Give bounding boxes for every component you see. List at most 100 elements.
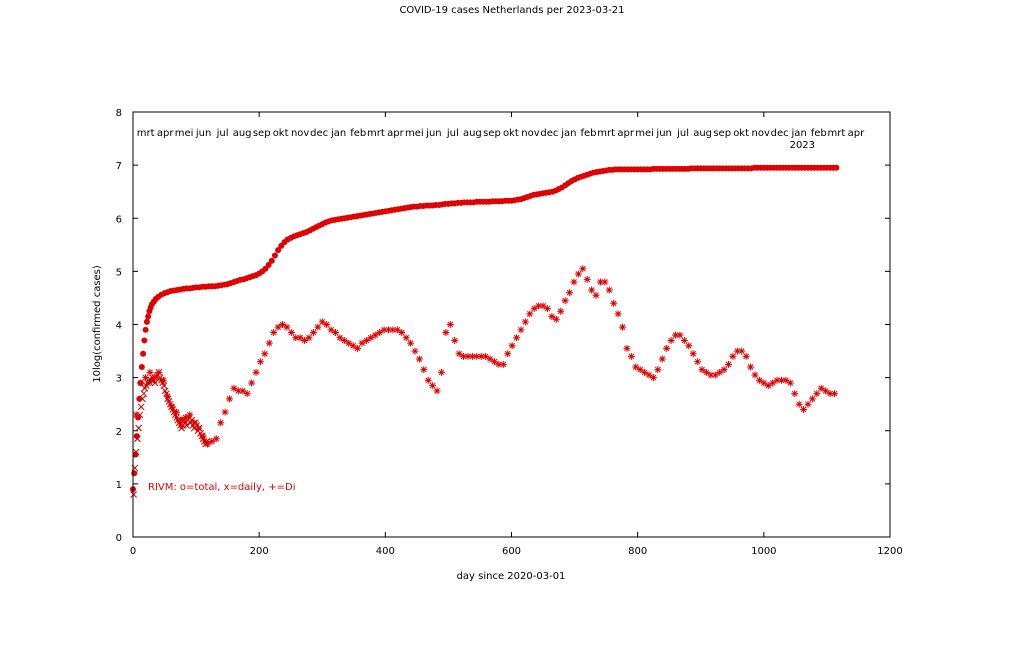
- di-point: [773, 376, 781, 384]
- data-layer: [130, 164, 840, 498]
- di-point: [261, 350, 269, 358]
- di-point: [482, 352, 490, 360]
- di-point: [543, 305, 551, 313]
- di-point: [270, 328, 278, 336]
- di-point: [256, 358, 264, 366]
- di-point: [667, 336, 675, 344]
- di-point: [521, 318, 529, 326]
- di-point: [725, 360, 733, 368]
- di-point: [786, 379, 794, 387]
- di-point: [716, 368, 724, 376]
- di-point: [751, 371, 759, 379]
- di-point: [367, 334, 375, 342]
- di-point: [570, 278, 578, 286]
- daily-point: [139, 395, 146, 403]
- di-point: [477, 352, 485, 360]
- month-label: okt: [503, 128, 519, 139]
- month-label: okt: [733, 128, 749, 139]
- x-tick-label: 800: [628, 546, 647, 557]
- di-point: [619, 323, 627, 331]
- total-point: [143, 318, 150, 325]
- di-point: [627, 352, 635, 360]
- di-point: [694, 358, 702, 366]
- di-point: [574, 270, 582, 278]
- y-tick-label: 0: [116, 533, 122, 544]
- di-point: [336, 334, 344, 342]
- x-axis-label: day since 2020-03-01: [457, 571, 566, 582]
- di-point: [552, 315, 560, 323]
- total-point: [265, 262, 272, 268]
- di-point: [755, 376, 763, 384]
- di-point: [415, 355, 423, 363]
- di-point: [782, 376, 790, 384]
- month-label: mei: [405, 128, 424, 139]
- di-point: [358, 339, 366, 347]
- di-point: [389, 326, 397, 334]
- daily-point: [135, 424, 143, 432]
- di-point: [407, 339, 415, 347]
- daily-point: [130, 491, 137, 498]
- month-label: mrt: [137, 128, 155, 139]
- month-label: jan: [560, 128, 576, 139]
- di-point: [808, 395, 816, 403]
- di-point: [451, 336, 459, 344]
- di-point: [795, 400, 803, 408]
- di-point: [513, 334, 521, 342]
- di-point: [601, 278, 609, 286]
- di-point: [376, 328, 384, 336]
- di-point: [654, 366, 662, 374]
- di-point: [557, 307, 565, 315]
- total-point: [138, 364, 145, 370]
- di-point: [733, 347, 741, 355]
- month-label: apr: [157, 128, 174, 139]
- month-label: mrt: [367, 128, 385, 139]
- total-point: [140, 350, 147, 357]
- di-point: [305, 334, 313, 342]
- di-point: [588, 286, 596, 294]
- y-axis-label: 10log(confirmed cases): [92, 265, 103, 383]
- di-point: [804, 400, 812, 408]
- di-point: [711, 371, 719, 379]
- total-point: [141, 337, 148, 344]
- month-label: jun: [655, 128, 671, 139]
- month-label: mrt: [597, 128, 615, 139]
- di-point: [442, 328, 450, 336]
- di-point: [208, 437, 216, 445]
- di-point: [429, 382, 437, 390]
- di-point: [420, 366, 428, 374]
- di-point: [769, 379, 777, 387]
- di-point: [287, 328, 295, 336]
- di-point: [362, 336, 370, 344]
- di-point: [159, 376, 167, 384]
- di-point: [190, 419, 198, 427]
- di-point: [605, 286, 613, 294]
- di-point: [495, 360, 503, 368]
- total-point: [833, 164, 840, 171]
- x-tick-label: 600: [502, 546, 521, 557]
- di-point: [314, 323, 322, 331]
- total-point: [136, 395, 143, 402]
- di-point: [221, 408, 229, 416]
- di-point: [566, 289, 574, 297]
- daily-point: [134, 435, 141, 443]
- di-point: [309, 328, 317, 336]
- month-label: jul: [216, 128, 229, 139]
- month-label: mei: [175, 128, 194, 139]
- month-label: aug: [463, 128, 482, 139]
- di-point: [530, 305, 538, 313]
- di-point: [177, 416, 185, 424]
- di-point: [345, 339, 353, 347]
- di-point: [526, 310, 534, 318]
- di-point: [702, 368, 710, 376]
- di-point: [433, 387, 441, 395]
- di-point: [623, 344, 631, 352]
- y-tick-label: 5: [116, 267, 122, 278]
- year-label: 2023: [790, 140, 815, 151]
- month-label: jun: [425, 128, 441, 139]
- y-tick-label: 8: [116, 108, 122, 119]
- di-point: [296, 334, 304, 342]
- di-point: [636, 366, 644, 374]
- di-point: [411, 347, 419, 355]
- di-point: [384, 326, 392, 334]
